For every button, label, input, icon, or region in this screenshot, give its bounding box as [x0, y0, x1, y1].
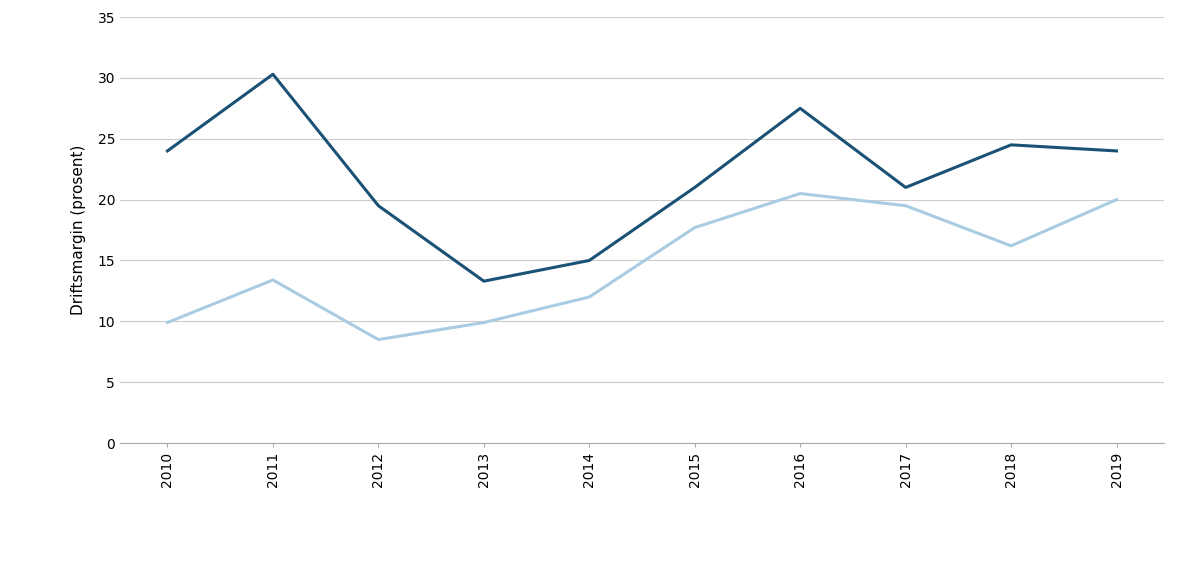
- Botnfiskeri: [371, 336, 385, 343]
- Pelagiske fiskerier: [476, 278, 491, 285]
- Pelagiske fiskerier: [688, 184, 702, 191]
- Pelagiske fiskerier: [1004, 141, 1019, 148]
- Pelagiske fiskerier: [582, 257, 596, 264]
- Pelagiske fiskerier: [265, 71, 280, 78]
- Botnfiskeri: [793, 190, 808, 197]
- Botnfiskeri: [582, 294, 596, 300]
- Botnfiskeri: [899, 202, 913, 209]
- Botnfiskeri: [476, 319, 491, 326]
- Pelagiske fiskerier: [1109, 148, 1123, 154]
- Y-axis label: Driftsmargin (prosent): Driftsmargin (prosent): [72, 145, 86, 315]
- Botnfiskeri: [161, 319, 175, 326]
- Botnfiskeri: [1004, 243, 1019, 249]
- Line: Pelagiske fiskerier: Pelagiske fiskerier: [168, 74, 1116, 281]
- Pelagiske fiskerier: [899, 184, 913, 191]
- Pelagiske fiskerier: [371, 202, 385, 209]
- Pelagiske fiskerier: [793, 105, 808, 112]
- Line: Botnfiskeri: Botnfiskeri: [168, 194, 1116, 340]
- Botnfiskeri: [688, 224, 702, 231]
- Botnfiskeri: [1109, 196, 1123, 203]
- Pelagiske fiskerier: [161, 148, 175, 154]
- Botnfiskeri: [265, 277, 280, 283]
